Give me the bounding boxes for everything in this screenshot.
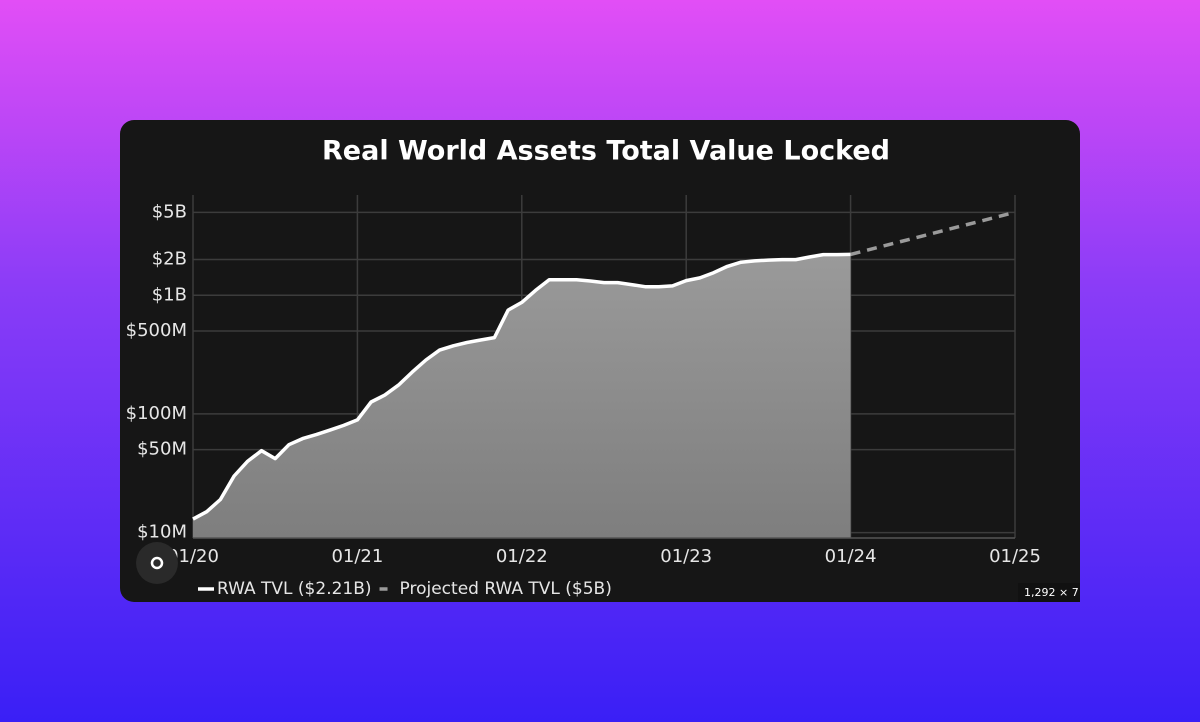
x-tick-label: 01/20 — [167, 546, 219, 567]
chart-title: Real World Assets Total Value Locked — [322, 136, 890, 167]
line — [850, 210, 1016, 257]
x-tick-label: 01/21 — [331, 546, 383, 567]
size-badge-text: 1,292 × 7 — [1024, 586, 1079, 599]
x-tick-label: 01/24 — [825, 546, 877, 567]
legend-label: RWA TVL ($2.21B) — [217, 579, 372, 599]
y-tick-label: $1B — [152, 284, 187, 305]
y-tick-label: $50M — [137, 439, 187, 460]
x-tick-label: 01/25 — [989, 546, 1041, 567]
plot: $10M $50M $100M $500M $1B $2B $5B 01/20 01/21 01/… — [126, 195, 1041, 599]
size-badge — [1018, 583, 1080, 602]
lens-icon — [150, 556, 164, 570]
x-tick-label: 01/22 — [496, 546, 548, 567]
legend-label: Projected RWA TVL ($5B) — [400, 579, 612, 599]
y-tick-label: $2B — [152, 249, 187, 270]
y-tick-label: $500M — [126, 320, 187, 341]
y-tick-label: $5B — [152, 201, 187, 222]
y-tick-label: $100M — [126, 403, 187, 424]
x-tick-label: 01/23 — [660, 546, 712, 567]
area — [193, 254, 851, 538]
lens-button[interactable] — [136, 542, 178, 584]
y-tick-label: $10M — [137, 522, 187, 543]
line — [192, 252, 851, 521]
